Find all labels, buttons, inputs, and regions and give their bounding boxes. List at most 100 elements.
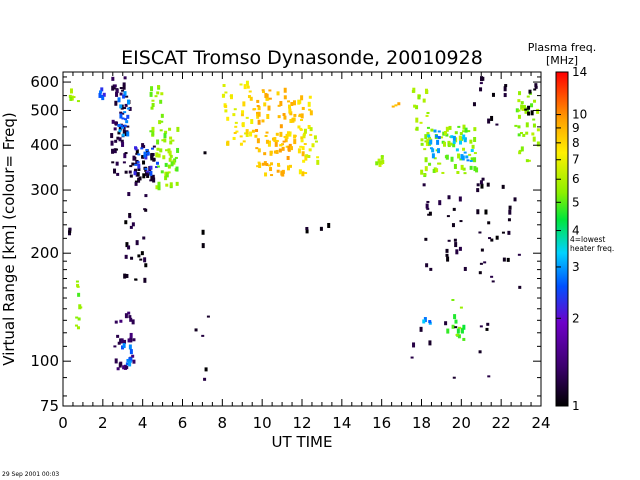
colorbar-band bbox=[556, 275, 568, 277]
data-point bbox=[534, 85, 538, 89]
data-point bbox=[428, 136, 432, 139]
colorbar-band bbox=[556, 78, 568, 80]
colorbar-band bbox=[556, 202, 568, 204]
colorbar-band bbox=[556, 332, 568, 334]
data-point bbox=[117, 131, 121, 135]
colorbar-band bbox=[556, 144, 568, 146]
data-point bbox=[275, 149, 279, 154]
colorbar-band bbox=[556, 109, 568, 111]
data-point bbox=[176, 147, 180, 153]
data-point bbox=[471, 144, 475, 149]
data-point bbox=[459, 306, 463, 309]
data-point bbox=[128, 344, 132, 350]
colorbar-band bbox=[556, 76, 568, 78]
data-point bbox=[121, 89, 125, 92]
data-point bbox=[527, 159, 531, 162]
colorbar-band bbox=[556, 196, 568, 198]
data-point bbox=[123, 153, 127, 159]
colorbar-band bbox=[556, 117, 568, 119]
data-point bbox=[491, 280, 495, 283]
data-point bbox=[151, 99, 155, 102]
data-point bbox=[119, 87, 123, 90]
data-point bbox=[206, 315, 210, 318]
data-point bbox=[425, 114, 429, 117]
data-point bbox=[123, 124, 127, 127]
colorbar-annotation-line1: 4=lowest bbox=[570, 235, 605, 244]
data-point bbox=[129, 357, 133, 362]
data-point bbox=[159, 148, 163, 153]
data-point bbox=[163, 133, 167, 139]
colorbar-band bbox=[556, 293, 568, 295]
data-point bbox=[381, 160, 385, 165]
colorbar-band bbox=[556, 166, 568, 168]
data-point bbox=[254, 134, 258, 138]
data-point bbox=[124, 220, 128, 225]
colorbar-band bbox=[556, 238, 568, 240]
data-point bbox=[171, 139, 175, 142]
colorbar-band bbox=[556, 102, 568, 104]
data-point bbox=[460, 328, 464, 334]
data-point bbox=[169, 182, 173, 188]
colorbar-band bbox=[556, 129, 568, 131]
data-point bbox=[168, 157, 172, 162]
data-point bbox=[129, 317, 133, 322]
colorbar-band bbox=[556, 164, 568, 166]
data-point bbox=[424, 140, 428, 143]
data-point bbox=[165, 149, 169, 152]
colorbar-band bbox=[556, 361, 568, 363]
data-point bbox=[251, 129, 255, 133]
data-point bbox=[433, 129, 437, 133]
data-point bbox=[524, 108, 528, 111]
data-point bbox=[428, 340, 432, 346]
data-point bbox=[203, 377, 207, 381]
colorbar-frame bbox=[555, 71, 569, 407]
data-point bbox=[124, 152, 128, 155]
colorbar-band bbox=[556, 77, 568, 79]
data-point bbox=[447, 143, 451, 148]
colorbar-band bbox=[556, 146, 568, 148]
colorbar-band bbox=[556, 87, 568, 89]
data-point bbox=[119, 111, 123, 114]
data-point bbox=[157, 153, 161, 158]
data-point bbox=[488, 237, 492, 240]
data-point bbox=[101, 96, 105, 101]
colorbar-band bbox=[556, 271, 568, 273]
data-point bbox=[143, 257, 147, 263]
colorbar-band bbox=[556, 198, 568, 200]
data-point bbox=[131, 354, 135, 358]
colorbar-band bbox=[556, 158, 568, 160]
data-point bbox=[397, 102, 401, 106]
colorbar-band bbox=[556, 322, 568, 324]
colorbar-band bbox=[556, 128, 568, 130]
colorbar-band bbox=[556, 296, 568, 298]
data-point bbox=[234, 125, 238, 128]
data-point bbox=[444, 321, 448, 326]
data-point bbox=[174, 156, 178, 159]
data-point bbox=[473, 127, 477, 132]
data-point bbox=[428, 211, 432, 216]
colorbar-band bbox=[556, 94, 568, 96]
data-point bbox=[467, 130, 471, 133]
data-point bbox=[440, 136, 444, 139]
data-point bbox=[426, 138, 430, 144]
data-point bbox=[485, 327, 489, 331]
data-point bbox=[270, 162, 274, 166]
colorbar-band bbox=[556, 218, 568, 220]
data-point bbox=[118, 129, 122, 133]
data-point bbox=[232, 136, 236, 140]
data-point bbox=[132, 338, 136, 342]
data-point bbox=[128, 361, 132, 367]
colorbar-band bbox=[556, 195, 568, 197]
data-point bbox=[240, 113, 244, 117]
colorbar-band bbox=[556, 205, 568, 207]
data-point bbox=[424, 157, 428, 163]
data-point bbox=[99, 90, 103, 94]
colorbar-band bbox=[556, 222, 568, 224]
colorbar-band bbox=[556, 294, 568, 296]
colorbar-band bbox=[556, 310, 568, 312]
data-point bbox=[533, 88, 537, 91]
data-point bbox=[129, 174, 133, 178]
data-point bbox=[113, 168, 117, 174]
data-point bbox=[426, 207, 430, 210]
colorbar-band bbox=[556, 185, 568, 187]
